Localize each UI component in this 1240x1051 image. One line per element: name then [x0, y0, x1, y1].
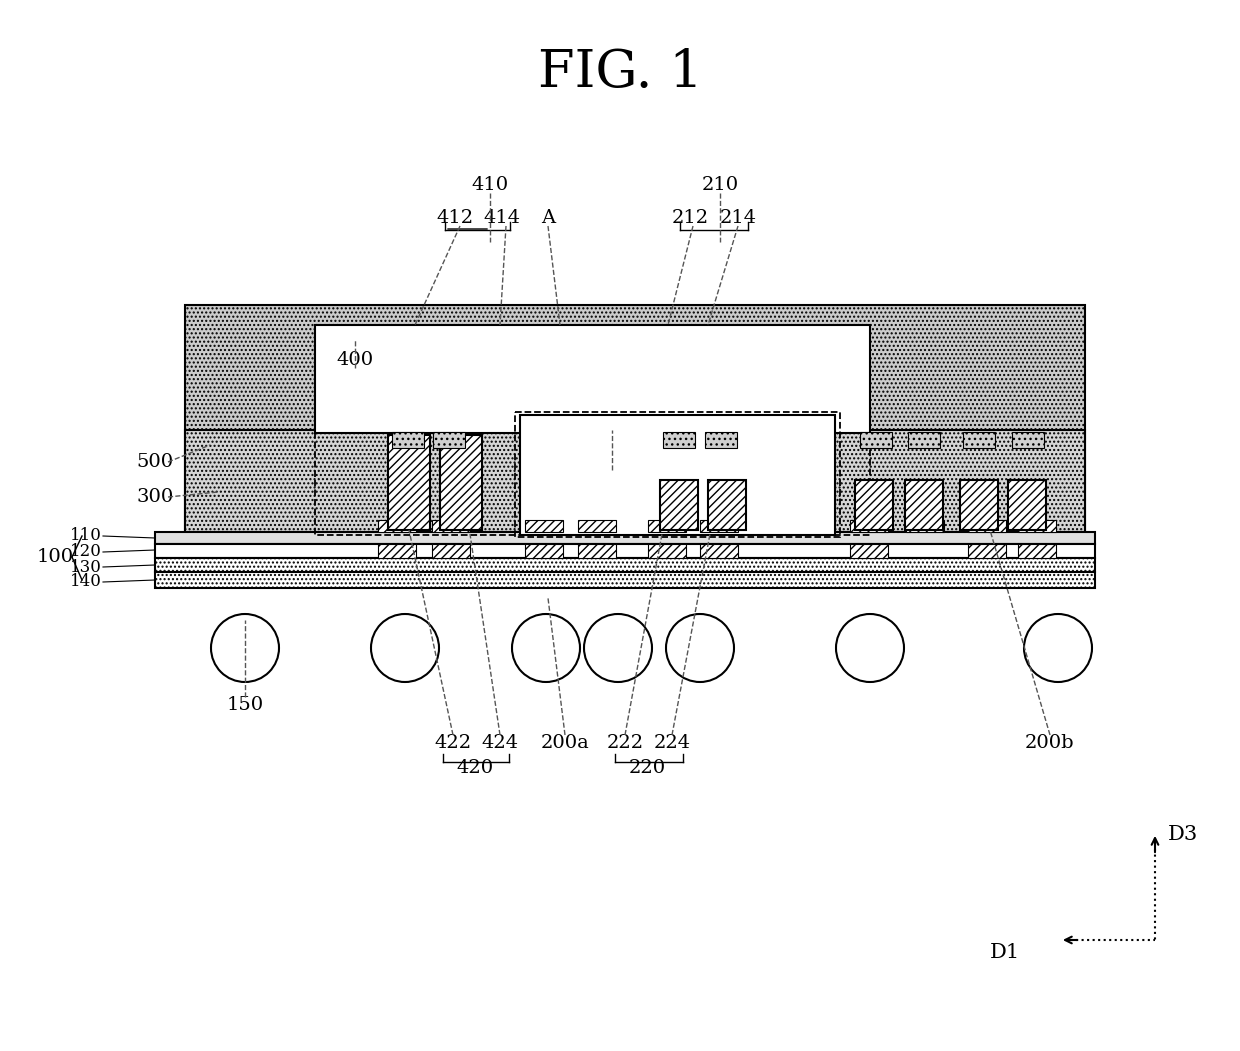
Bar: [1018, 520, 1056, 532]
Bar: [701, 544, 738, 558]
Bar: [388, 435, 430, 530]
Circle shape: [666, 614, 734, 682]
Bar: [963, 432, 994, 448]
Bar: [440, 435, 482, 530]
Bar: [1008, 480, 1047, 530]
Text: 414: 414: [484, 209, 521, 227]
Bar: [525, 520, 563, 532]
Bar: [578, 520, 616, 532]
Bar: [706, 432, 737, 448]
Bar: [378, 544, 415, 558]
Text: 220: 220: [629, 759, 666, 777]
Circle shape: [211, 614, 279, 682]
Circle shape: [584, 614, 652, 682]
Bar: [185, 305, 1085, 532]
Circle shape: [371, 614, 439, 682]
Bar: [515, 412, 839, 537]
Bar: [185, 430, 1085, 532]
Text: D3: D3: [1168, 825, 1198, 845]
Bar: [856, 480, 893, 530]
Circle shape: [836, 614, 904, 682]
Text: 214: 214: [719, 209, 756, 227]
Bar: [905, 480, 942, 530]
Text: 410: 410: [471, 176, 508, 194]
Text: 200a: 200a: [541, 734, 589, 753]
Text: 210: 210: [702, 176, 739, 194]
Bar: [701, 520, 738, 532]
Bar: [960, 480, 998, 530]
Bar: [520, 415, 835, 535]
Bar: [649, 520, 686, 532]
Bar: [432, 520, 470, 532]
Bar: [155, 544, 1095, 558]
Text: 100: 100: [36, 548, 73, 566]
Text: 140: 140: [71, 574, 102, 591]
Text: FIG. 1: FIG. 1: [538, 46, 702, 98]
Bar: [155, 532, 1095, 544]
Text: 420: 420: [456, 759, 494, 777]
Bar: [315, 325, 870, 535]
Bar: [433, 432, 465, 448]
Circle shape: [1024, 614, 1092, 682]
Bar: [861, 432, 892, 448]
Text: 412: 412: [436, 209, 474, 227]
Text: 212: 212: [671, 209, 708, 227]
Bar: [155, 572, 1095, 588]
Bar: [708, 480, 746, 530]
Bar: [1018, 544, 1056, 558]
Text: 224: 224: [653, 734, 691, 753]
Text: 424: 424: [481, 734, 518, 753]
Text: 200: 200: [594, 453, 631, 471]
Text: 300: 300: [136, 488, 174, 506]
Bar: [660, 480, 698, 530]
Text: D1: D1: [990, 944, 1021, 963]
Bar: [155, 558, 1095, 572]
Bar: [663, 432, 694, 448]
Bar: [908, 432, 940, 448]
Text: 422: 422: [434, 734, 471, 753]
Text: 110: 110: [71, 528, 102, 544]
Bar: [525, 544, 563, 558]
Bar: [649, 544, 686, 558]
Bar: [432, 544, 470, 558]
Bar: [849, 544, 888, 558]
Text: 120: 120: [71, 543, 102, 560]
Text: 222: 222: [606, 734, 644, 753]
Bar: [1012, 432, 1044, 448]
Bar: [968, 544, 1006, 558]
Text: 400: 400: [336, 351, 373, 369]
Text: 200b: 200b: [1025, 734, 1075, 753]
Bar: [906, 520, 944, 532]
Bar: [392, 432, 424, 448]
Bar: [378, 520, 415, 532]
Text: 500: 500: [136, 453, 174, 471]
Text: 130: 130: [71, 558, 102, 576]
Bar: [315, 325, 870, 433]
Bar: [968, 520, 1006, 532]
Circle shape: [512, 614, 580, 682]
Text: 150: 150: [227, 696, 264, 714]
Bar: [578, 544, 616, 558]
Bar: [849, 520, 888, 532]
Text: A: A: [541, 209, 556, 227]
